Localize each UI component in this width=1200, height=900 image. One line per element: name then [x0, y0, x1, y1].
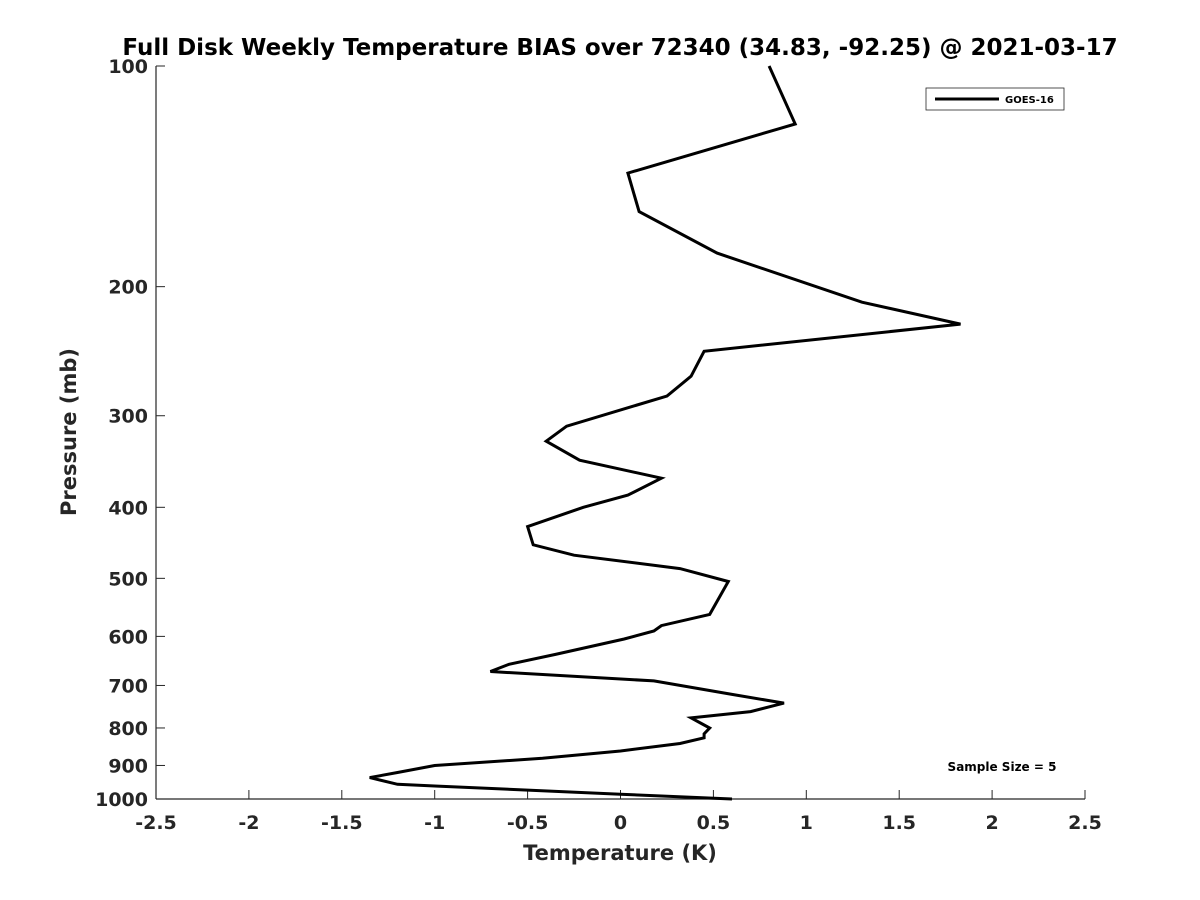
x-tick-label: -2.5 [135, 812, 177, 834]
x-tick-label: -1.5 [321, 812, 363, 834]
legend: GOES-16 [925, 87, 1065, 111]
x-tick-label: 1.5 [882, 812, 916, 834]
x-tick-label: 1 [800, 812, 813, 834]
x-tick-label: 2 [985, 812, 998, 834]
y-tick-label: 100 [108, 56, 148, 78]
y-tick-label: 900 [108, 755, 148, 777]
x-tick-label: 0 [614, 812, 627, 834]
series-group [369, 65, 961, 801]
y-axis-ticks: 100 200 300 400 500 600 700 800 900 1000 [95, 56, 165, 811]
y-tick-label: 700 [108, 675, 148, 697]
axes [155, 66, 1085, 800]
x-tick-label: -0.5 [507, 812, 549, 834]
y-axis-label: Pressure (mb) [57, 348, 81, 516]
x-tick-label: -1 [424, 812, 445, 834]
series-line-goes-16 [369, 65, 961, 801]
sample-size-annotation: Sample Size = 5 [948, 760, 1057, 774]
y-tick-label: 1000 [95, 789, 148, 811]
y-tick-label: 300 [108, 406, 148, 428]
x-axis-label: Temperature (K) [523, 841, 717, 865]
y-tick-label: 400 [108, 497, 148, 519]
y-tick-label: 200 [108, 277, 148, 299]
x-axis-ticks: -2.5 -2 -1.5 -1 -0.5 0 0.5 1 1.5 2 2.5 [135, 790, 1102, 834]
x-tick-label: 2.5 [1068, 812, 1102, 834]
y-tick-label: 600 [108, 626, 148, 648]
chart-title: Full Disk Weekly Temperature BIAS over 7… [122, 35, 1117, 61]
x-tick-label: 0.5 [697, 812, 731, 834]
x-tick-label: -2 [238, 812, 259, 834]
legend-label-goes-16: GOES-16 [1005, 95, 1054, 106]
y-tick-label: 800 [108, 718, 148, 740]
y-tick-label: 500 [108, 568, 148, 590]
